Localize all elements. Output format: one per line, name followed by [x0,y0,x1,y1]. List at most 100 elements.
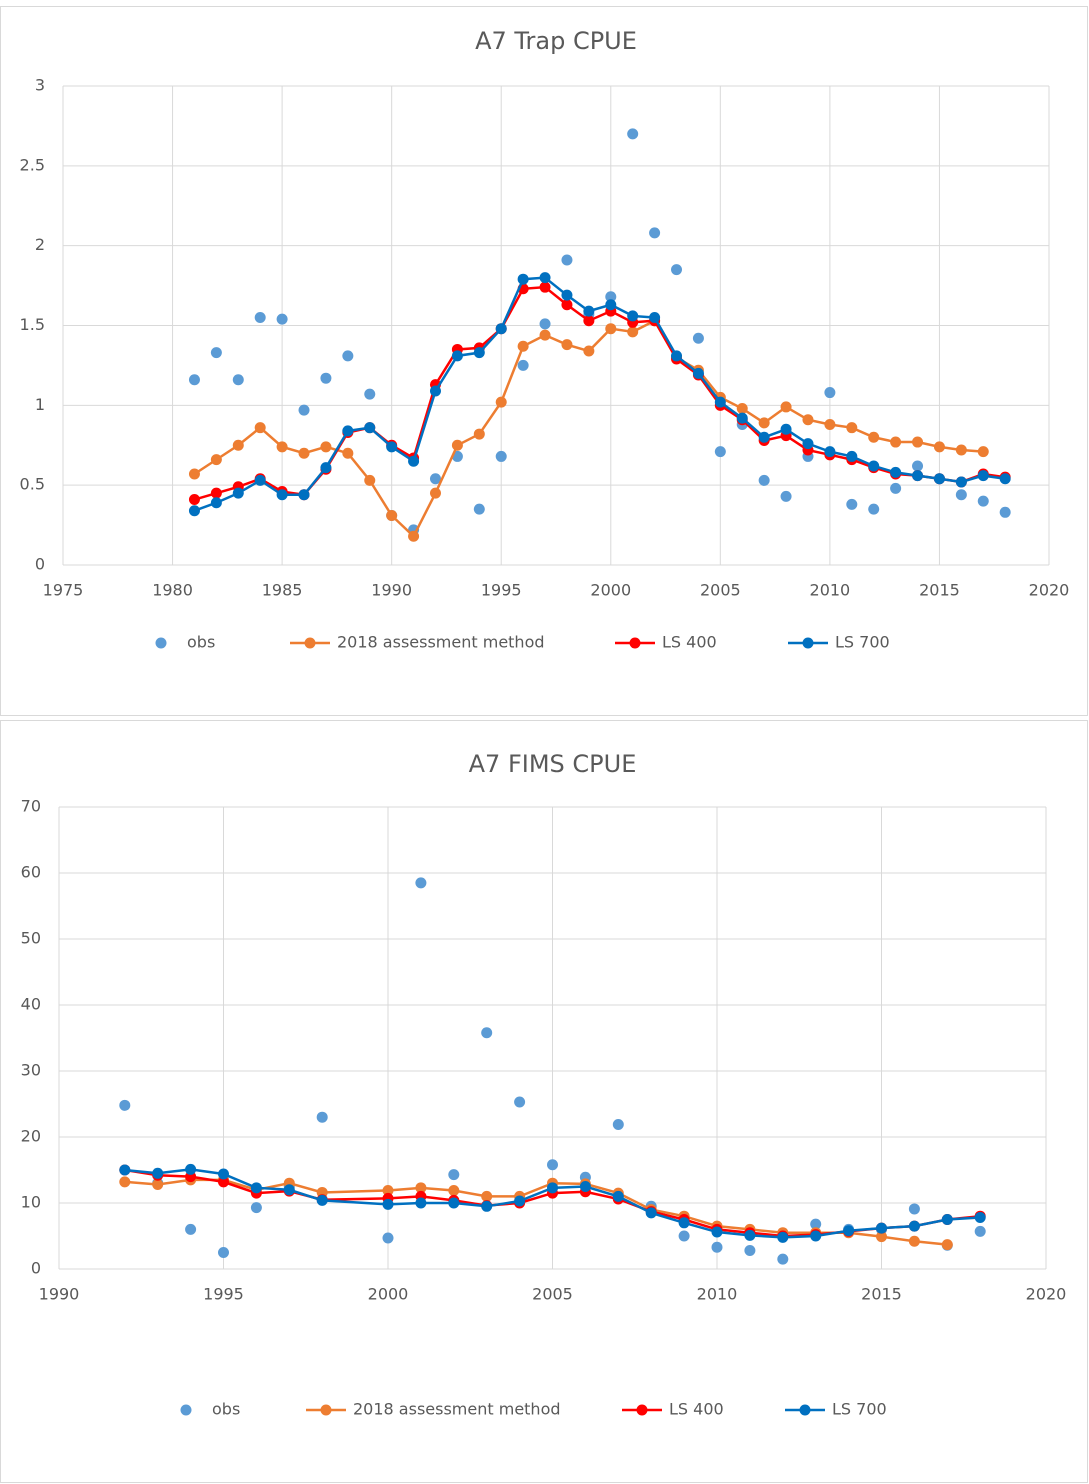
data-point [868,460,880,472]
data-point [974,1225,986,1237]
data-point [386,510,398,522]
data-point [316,1111,328,1123]
data-point [210,347,222,359]
data-point [868,431,880,443]
data-point [250,1182,262,1194]
data-point [977,495,989,507]
data-point [912,470,924,482]
data-point [218,1168,229,1180]
legend-label: LS 400 [669,1400,724,1419]
legend-marker [636,1404,648,1416]
y-tick-label: 2.5 [20,155,45,174]
data-point [185,1223,197,1235]
data-point [415,1197,427,1209]
x-tick-label: 1975 [43,581,84,600]
data-point [382,1198,394,1210]
data-point [188,374,200,386]
data-point [119,1176,131,1188]
data-point [185,1163,197,1175]
legend-label: LS 700 [832,1400,887,1419]
data-point [481,1200,493,1212]
data-point [649,312,661,324]
legend-marker [180,1404,192,1416]
data-point [583,315,595,327]
data-point [276,489,288,501]
x-tick-label: 2010 [810,581,851,600]
legend-marker [304,637,316,649]
y-tick-label: 30 [21,1061,41,1080]
legend-marker [629,637,641,649]
data-point [777,1231,789,1243]
data-point [579,1181,591,1192]
legend-marker [320,1404,332,1416]
data-point [517,273,529,285]
data-point [876,1222,887,1234]
data-point [517,359,529,371]
data-point [561,289,573,301]
data-point [320,372,332,384]
data-point [780,490,792,502]
data-point [119,1099,131,1111]
legend-label: 2018 assessment method [353,1400,561,1419]
x-tick-label: 1990 [39,1285,80,1304]
x-tick-label: 2005 [700,581,741,600]
data-point [955,476,967,488]
data-point [758,431,770,443]
data-point [250,1202,262,1214]
data-point [473,428,485,440]
y-tick-label: 50 [21,929,41,948]
data-point [276,441,288,453]
data-point [481,1190,493,1202]
data-point [678,1217,690,1229]
y-tick-label: 20 [21,1127,41,1146]
data-point [539,272,551,284]
data-point [736,412,748,424]
data-point [382,1232,394,1244]
data-point [933,473,945,485]
x-tick-label: 1995 [203,1285,244,1304]
data-point [941,1214,953,1225]
data-point [977,446,989,458]
data-point [232,487,244,499]
data-point [671,264,683,276]
data-point [539,281,551,293]
x-tick-label: 2010 [697,1285,738,1304]
data-point [254,474,266,486]
data-point [415,1182,427,1194]
data-point [232,439,244,451]
data-point [429,487,441,499]
data-point [539,318,551,330]
data-point [276,313,288,325]
data-point [777,1253,789,1265]
data-point [908,1220,920,1232]
chart-title: A7 FIMS CPUE [469,750,637,778]
data-point [999,506,1011,518]
legend-label: obs [212,1400,240,1419]
legend-label: obs [187,633,215,652]
data-point [890,466,902,478]
data-point [448,1197,460,1209]
data-point [843,1225,855,1237]
data-point [188,468,200,480]
data-point [671,350,683,362]
y-tick-label: 3 [35,76,45,95]
y-tick-label: 0.5 [20,475,45,494]
data-point [678,1230,690,1242]
data-point [539,329,551,341]
data-point [152,1167,164,1179]
data-point [451,350,463,362]
data-point [320,441,332,453]
data-point [561,339,573,351]
y-tick-label: 40 [21,995,41,1014]
data-point [254,312,266,324]
legend-label: LS 400 [662,633,717,652]
x-tick-label: 1995 [481,581,522,600]
data-point [802,414,814,426]
data-point [152,1179,164,1191]
data-point [955,444,967,456]
data-point [495,450,507,462]
data-point [876,1231,887,1243]
data-point [188,494,200,506]
data-point [481,1027,493,1039]
data-point [188,505,200,517]
